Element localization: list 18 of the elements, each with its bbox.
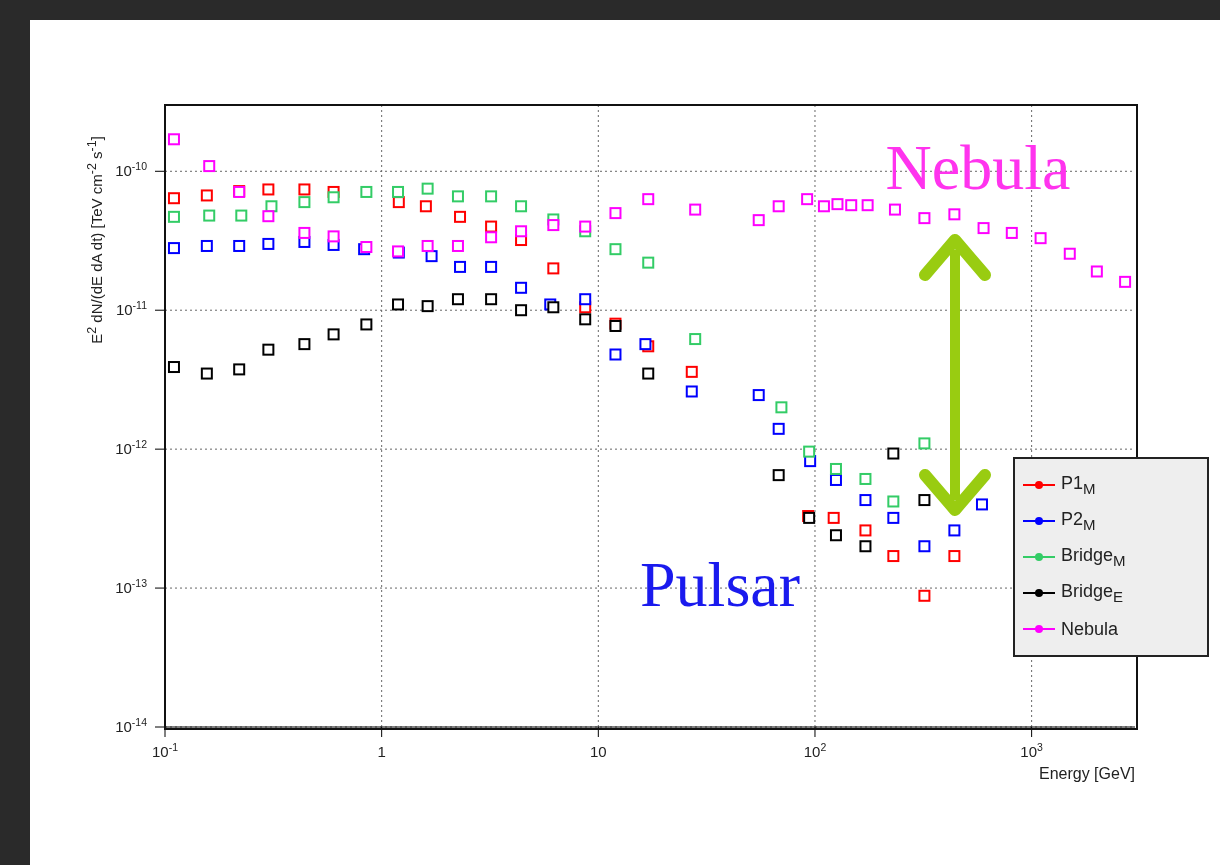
legend-label: P2$_{M}$ (1061, 509, 1096, 533)
legend-label: Bridge$_{E}$ (1061, 581, 1124, 605)
annotation: Pulsar (640, 549, 800, 620)
y-tick-label: 10$^{-11}$ (115, 299, 148, 319)
y-tick-label: 10$^{-13}$ (115, 577, 148, 597)
x-tick-label: 10$^{-1}$ (151, 741, 179, 760)
x-tick-label: 10 (589, 743, 607, 760)
y-tick-label: 10$^{-10}$ (115, 160, 148, 180)
annotation: Nebula (885, 132, 1071, 203)
x-axis-title: Energy [GeV] (1038, 765, 1135, 783)
x-tick-label: 1 (377, 743, 386, 760)
legend-label: P1$_{M}$ (1061, 473, 1096, 497)
x-tick-label: 10$^{3}$ (1020, 741, 1044, 760)
x-tick-label: 10$^{2}$ (803, 741, 827, 760)
y-tick-label: 10$^{-14}$ (115, 716, 148, 735)
legend-label: Nebula (1061, 618, 1119, 640)
legend-label: Bridge$_{M}$ (1061, 545, 1126, 569)
y-tick-label: 10$^{-12}$ (115, 438, 148, 458)
